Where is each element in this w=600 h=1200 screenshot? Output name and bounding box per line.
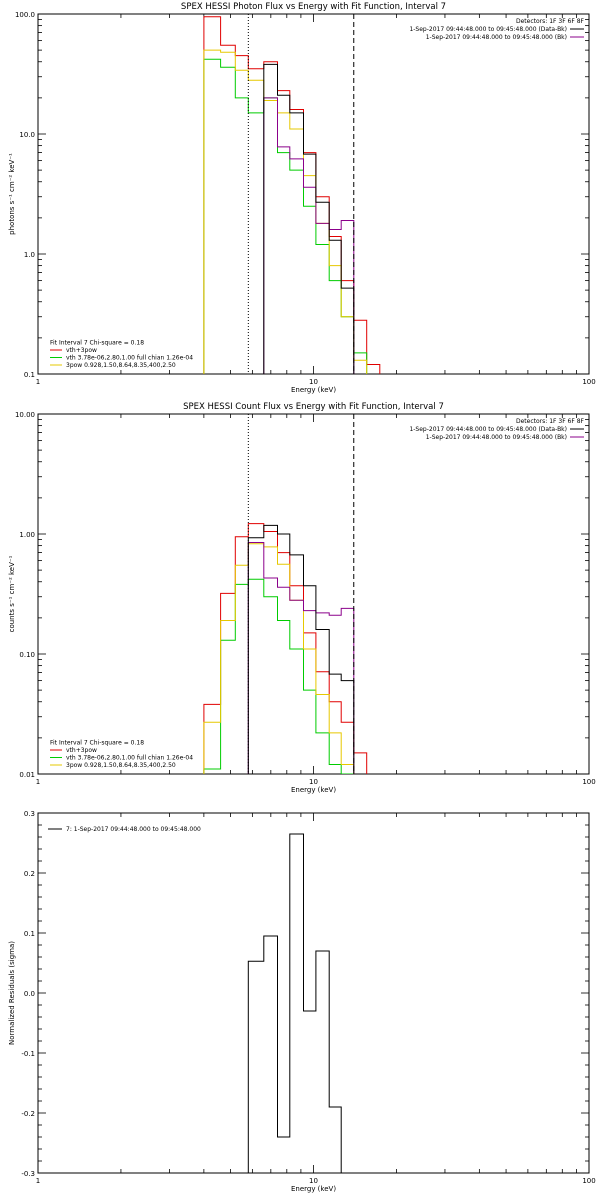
y-tick-label: 0.1: [24, 371, 35, 379]
y-tick-label: -0.3: [21, 1170, 35, 1178]
x-tick-label: 100: [582, 1177, 595, 1185]
y-tick-label: 0.2: [24, 870, 35, 878]
y-tick-label: 0.0: [24, 990, 35, 998]
legend-text: vth 3.78e-06,2.80,1.00 full chian 1.26e-…: [66, 755, 193, 762]
legend-text: 1-Sep-2017 09:44:48.000 to 09:45:48.000 …: [409, 26, 567, 33]
series-background: [263, 97, 355, 374]
series-data: [247, 833, 354, 1173]
chart-title: SPEX HESSI Count Flux vs Energy with Fit…: [183, 402, 444, 412]
y-tick-label: 0.1: [24, 930, 35, 938]
y-tick-label: 10.0: [19, 131, 35, 139]
legend-text: 1-Sep-2017 09:44:48.000 to 09:45:48.000 …: [426, 34, 567, 41]
plot-frame: [37, 13, 590, 375]
panel-3: 1 10 100 Energy (keV) -0.3 -0.2 -0.1 0.0 0.1 0.2 0…: [8, 810, 596, 1193]
x-tick-label: 1: [36, 778, 40, 786]
y-tick-label: -0.1: [21, 1050, 35, 1058]
y-axis-label: photons s⁻¹ cm⁻² keV⁻¹: [8, 153, 16, 235]
legend-text: 1-Sep-2017 09:44:48.000 to 09:45:48.000 …: [426, 434, 567, 441]
series-power_law: [203, 543, 355, 774]
plot-frame: [37, 812, 590, 1174]
y-axis-label: counts s⁻¹ cm⁻² keV⁻¹: [8, 555, 16, 632]
panel-2: SPEX HESSI Count Flux vs Energy with Fit…: [8, 402, 596, 794]
panel-1: SPEX HESSI Photon Flux vs Energy with Fi…: [8, 2, 596, 394]
series-data: [263, 63, 355, 374]
x-axis-label: Energy (keV): [291, 1185, 336, 1193]
y-tick-label: 1.00: [19, 531, 35, 539]
y-tick-label: 0.3: [24, 810, 35, 818]
legend-text: 3pow 0.928,1.50,8.64,8.35,400,2.50: [66, 762, 176, 769]
data-layer: [203, 523, 368, 774]
series-fit_total: [203, 523, 368, 774]
legend-text: vth+3pow: [66, 747, 97, 754]
y-tick-label: -0.2: [21, 1110, 35, 1118]
x-tick-label: 100: [582, 378, 595, 386]
x-tick-label: 10: [309, 1177, 318, 1185]
y-tick-label: 100.0: [15, 11, 35, 19]
y-tick-label: 0.10: [19, 651, 35, 659]
y-axis-label: Normalized Residuals (sigma): [8, 941, 16, 1045]
legend-text: Detectors: 1F 3F 6F 8F: [516, 18, 585, 25]
x-tick-label: 100: [582, 778, 595, 786]
series-background: [247, 542, 355, 774]
legend-text: vth 3.78e-06,2.80,1.00 full chian 1.26e-…: [66, 355, 193, 362]
data-layer: [247, 833, 354, 1173]
legend-text: vth+3pow: [66, 347, 97, 354]
legend-text: 3pow 0.928,1.50,8.64,8.35,400,2.50: [66, 362, 176, 369]
x-axis-label: Energy (keV): [291, 786, 336, 794]
x-tick-label: 10: [309, 378, 318, 386]
y-tick-label: 0.01: [19, 771, 35, 779]
legend-text: Fit Interval 7 Chi-square = 0.18: [50, 740, 144, 747]
chart-title: SPEX HESSI Photon Flux vs Energy with Fi…: [181, 2, 446, 12]
x-tick-label: 10: [309, 778, 318, 786]
legend-text: 1-Sep-2017 09:44:48.000 to 09:45:48.000 …: [409, 426, 567, 433]
x-axis-label: Energy (keV): [291, 386, 336, 394]
legend-text: Fit Interval 7 Chi-square = 0.18: [50, 340, 144, 347]
series-data: [247, 524, 355, 774]
legend-text: 7: 1-Sep-2017 09:44:48.000 to 09:45:48.0…: [66, 826, 201, 833]
legend-text: Detectors: 1F 3F 6F 8F: [516, 418, 585, 425]
series-thermal: [203, 578, 354, 774]
x-tick-label: 1: [36, 1177, 40, 1185]
y-tick-label: 1.0: [24, 251, 35, 259]
y-tick-label: 10.00: [15, 411, 35, 419]
x-tick-label: 1: [36, 378, 40, 386]
plot-frame: [37, 413, 590, 775]
